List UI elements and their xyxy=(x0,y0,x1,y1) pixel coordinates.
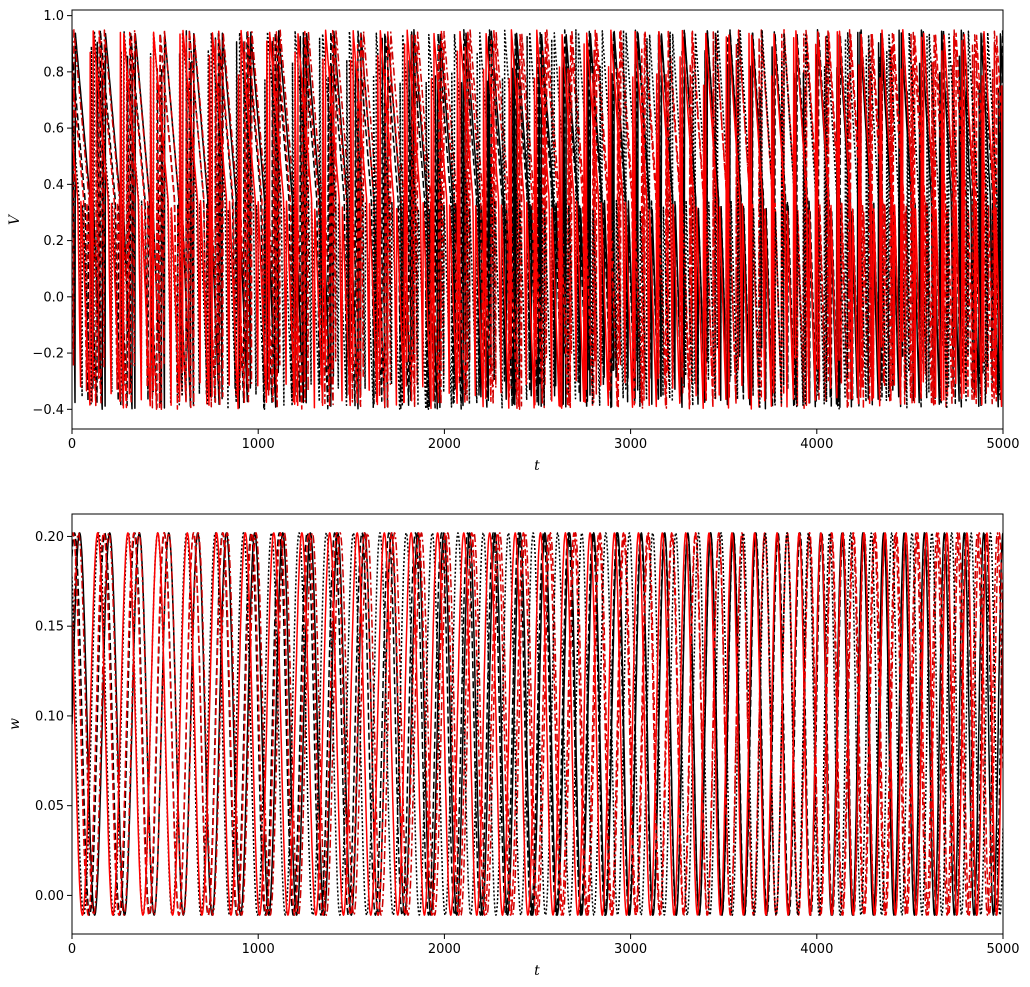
x-axis-label-top: t xyxy=(534,458,540,474)
series-line-4 xyxy=(72,29,1003,411)
x-tick-label: 2000 xyxy=(428,437,461,452)
x-tick-label: 1000 xyxy=(242,437,275,452)
y-tick-label: 0.4 xyxy=(43,178,64,193)
x-tick-label: 4000 xyxy=(800,437,833,452)
y-tick-label: 0.0 xyxy=(43,290,64,305)
plot-frame-bottom xyxy=(71,513,1004,935)
series-line-6 xyxy=(72,28,1003,410)
x-tick-label: 5000 xyxy=(986,942,1019,957)
y-tick-label: 0.15 xyxy=(35,620,64,635)
x-axis-label-bottom: t xyxy=(534,963,540,979)
y-tick-label: 0.8 xyxy=(43,65,64,80)
plot-frame-top xyxy=(71,9,1004,430)
x-tick-label: 2000 xyxy=(428,942,461,957)
y-tick-label: −0.4 xyxy=(32,403,64,418)
y-tick-label: 0.05 xyxy=(35,799,64,814)
series-line-2 xyxy=(72,532,1003,916)
y-tick-label: 1.0 xyxy=(43,9,64,24)
subplot-top: 0 1000 2000 3000 4000 5000 −0.4 −0.2 0.0 0.2 0.4 0.… xyxy=(7,9,1020,474)
y-tick-label: 0.20 xyxy=(35,530,64,545)
y-tick-label: 0.10 xyxy=(35,709,64,724)
x-tick-label: 5000 xyxy=(986,437,1019,452)
subplot-bottom: 0 1000 2000 3000 4000 5000 0.00 0.05 0.10 0.15 0.2… xyxy=(7,513,1020,979)
y-tick-label: 0.2 xyxy=(43,234,64,249)
x-tick-label: 0 xyxy=(68,942,76,957)
ticks-top: 0 1000 2000 3000 4000 5000 −0.4 −0.2 0.0 0.2 0.4 0.… xyxy=(32,9,1019,452)
series-line-6 xyxy=(72,532,1003,916)
y-tick-label: −0.2 xyxy=(32,347,64,362)
y-axis-label-top: V xyxy=(7,213,23,225)
y-axis-label-bottom: w xyxy=(7,718,23,730)
x-tick-label: 4000 xyxy=(800,942,833,957)
x-tick-label: 0 xyxy=(68,437,76,452)
series-line-5 xyxy=(72,532,1003,916)
series-line-5 xyxy=(72,29,1003,411)
y-tick-label: 0.00 xyxy=(35,889,64,904)
series-layer-top xyxy=(72,28,1003,411)
x-tick-label: 3000 xyxy=(614,437,647,452)
x-tick-label: 1000 xyxy=(242,942,275,957)
ticks-bottom: 0 1000 2000 3000 4000 5000 0.00 0.05 0.10 0.15 0.2… xyxy=(35,530,1020,957)
y-tick-label: 0.6 xyxy=(43,122,64,137)
x-tick-label: 3000 xyxy=(614,942,647,957)
series-layer-bottom xyxy=(72,532,1003,916)
